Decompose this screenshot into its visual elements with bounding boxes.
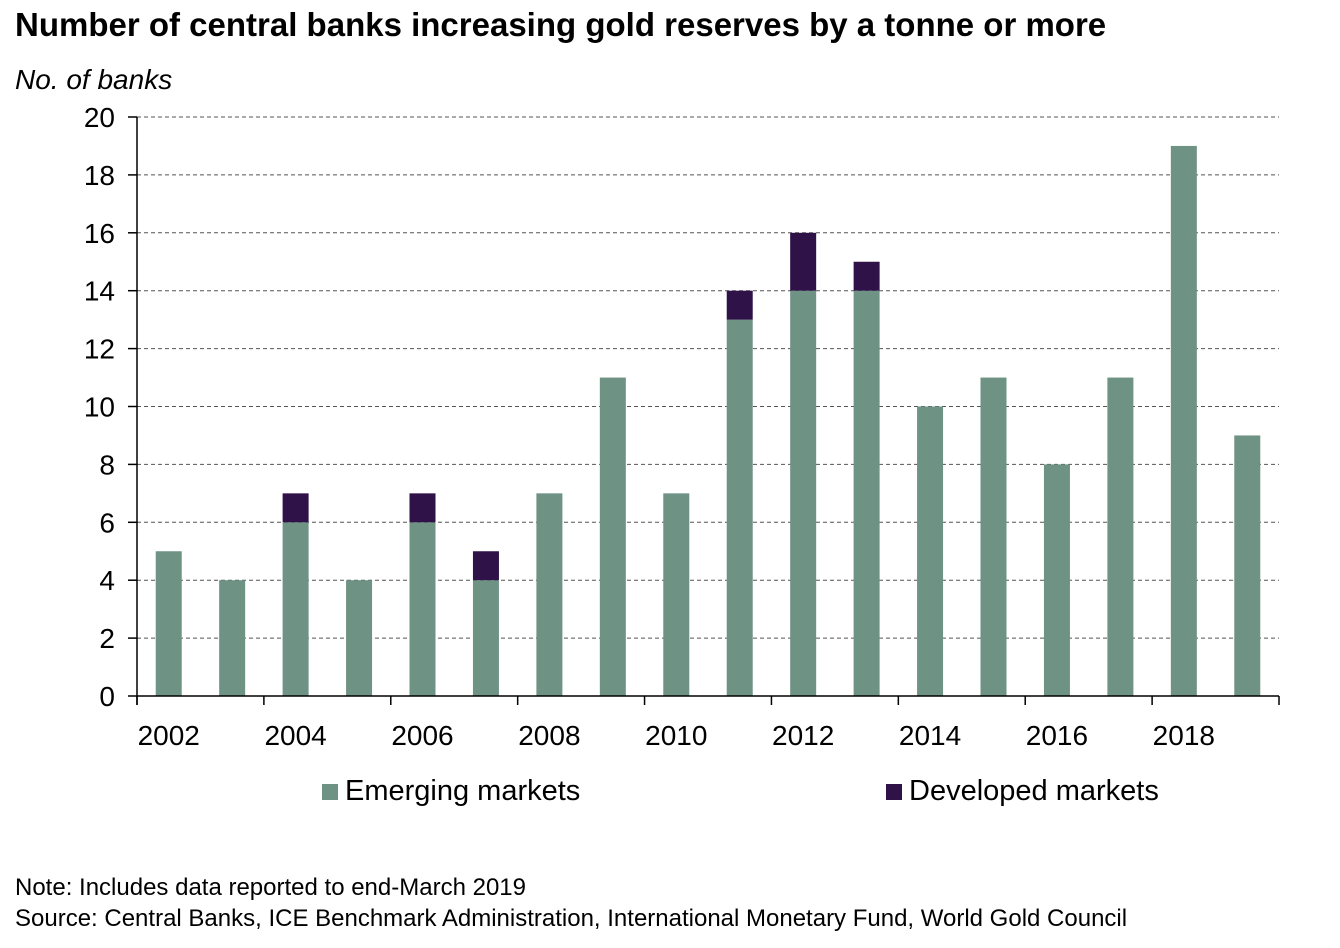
bar-emerging-2014: [917, 406, 944, 696]
bar-emerging-2013: [853, 290, 880, 696]
bar-emerging-2015: [980, 377, 1007, 696]
bar-emerging-2005: [346, 580, 373, 696]
y-tick-label: 18: [84, 160, 115, 191]
y-tick-label: 20: [84, 102, 115, 133]
bar-emerging-2012: [790, 290, 817, 696]
tick-labels: 0 2 4 6 8 10 12 14 16 18 20 2002 2004 2006 2008 2010 201…: [84, 102, 1215, 751]
y-tick-label: 10: [84, 392, 115, 423]
bar-emerging-2010: [663, 493, 690, 696]
x-tick-label: 2014: [899, 720, 961, 751]
legend-label-developed: Developed markets: [909, 775, 1159, 807]
bar-emerging-2003: [219, 580, 246, 696]
bar-developed-2013: [853, 261, 880, 291]
bar-emerging-2019: [1234, 435, 1261, 696]
x-tick-label: 2006: [391, 720, 453, 751]
legend-label-emerging: Emerging markets: [345, 775, 581, 807]
bar-emerging-2011: [726, 319, 753, 696]
bar-emerging-2018: [1170, 145, 1197, 696]
bar-emerging-2016: [1043, 464, 1070, 696]
bar-developed-2011: [726, 290, 753, 320]
bar-emerging-2009: [599, 377, 626, 696]
y-tick-label: 14: [84, 276, 115, 307]
y-tick-label: 12: [84, 334, 115, 365]
axes: [128, 116, 1280, 705]
x-tick-label: 2012: [772, 720, 834, 751]
legend-swatch-emerging: [322, 783, 338, 800]
bar-emerging-2002: [155, 551, 182, 696]
chart-title: Number of central banks increasing gold …: [15, 6, 1107, 43]
legend-swatch-developed: [886, 783, 902, 800]
bar-developed-2007: [472, 551, 499, 581]
bar-emerging-2008: [536, 493, 563, 696]
x-tick-label: 2008: [518, 720, 580, 751]
y-tick-label: 2: [99, 623, 115, 654]
bar-emerging-2006: [409, 522, 436, 696]
y-axis-label: No. of banks: [15, 64, 173, 95]
x-tick-label: 2004: [264, 720, 326, 751]
chart-note: Note: Includes data reported to end-Marc…: [15, 874, 526, 901]
legend-item-developed: Developed markets: [886, 775, 1159, 808]
x-tick-label: 2010: [645, 720, 707, 751]
legend-item-emerging: Emerging markets: [322, 775, 580, 808]
y-tick-label: 8: [99, 449, 115, 480]
bar-emerging-2017: [1107, 377, 1134, 696]
gridlines: [137, 116, 1279, 639]
y-tick-label: 4: [99, 565, 115, 596]
bar-developed-2006: [409, 493, 436, 523]
bar-developed-2012: [790, 232, 817, 291]
x-tick-label: 2018: [1153, 720, 1215, 751]
y-tick-label: 6: [99, 507, 115, 538]
bar-emerging-2004: [282, 522, 309, 696]
y-tick-label: 0: [99, 681, 115, 712]
x-tick-label: 2016: [1026, 720, 1088, 751]
bar-developed-2004: [282, 493, 309, 523]
bar-emerging-2007: [472, 580, 499, 696]
chart-source: Source: Central Banks, ICE Benchmark Adm…: [15, 905, 1128, 932]
bars: [155, 145, 1261, 696]
y-tick-label: 16: [84, 218, 115, 249]
x-tick-label: 2002: [138, 720, 200, 751]
